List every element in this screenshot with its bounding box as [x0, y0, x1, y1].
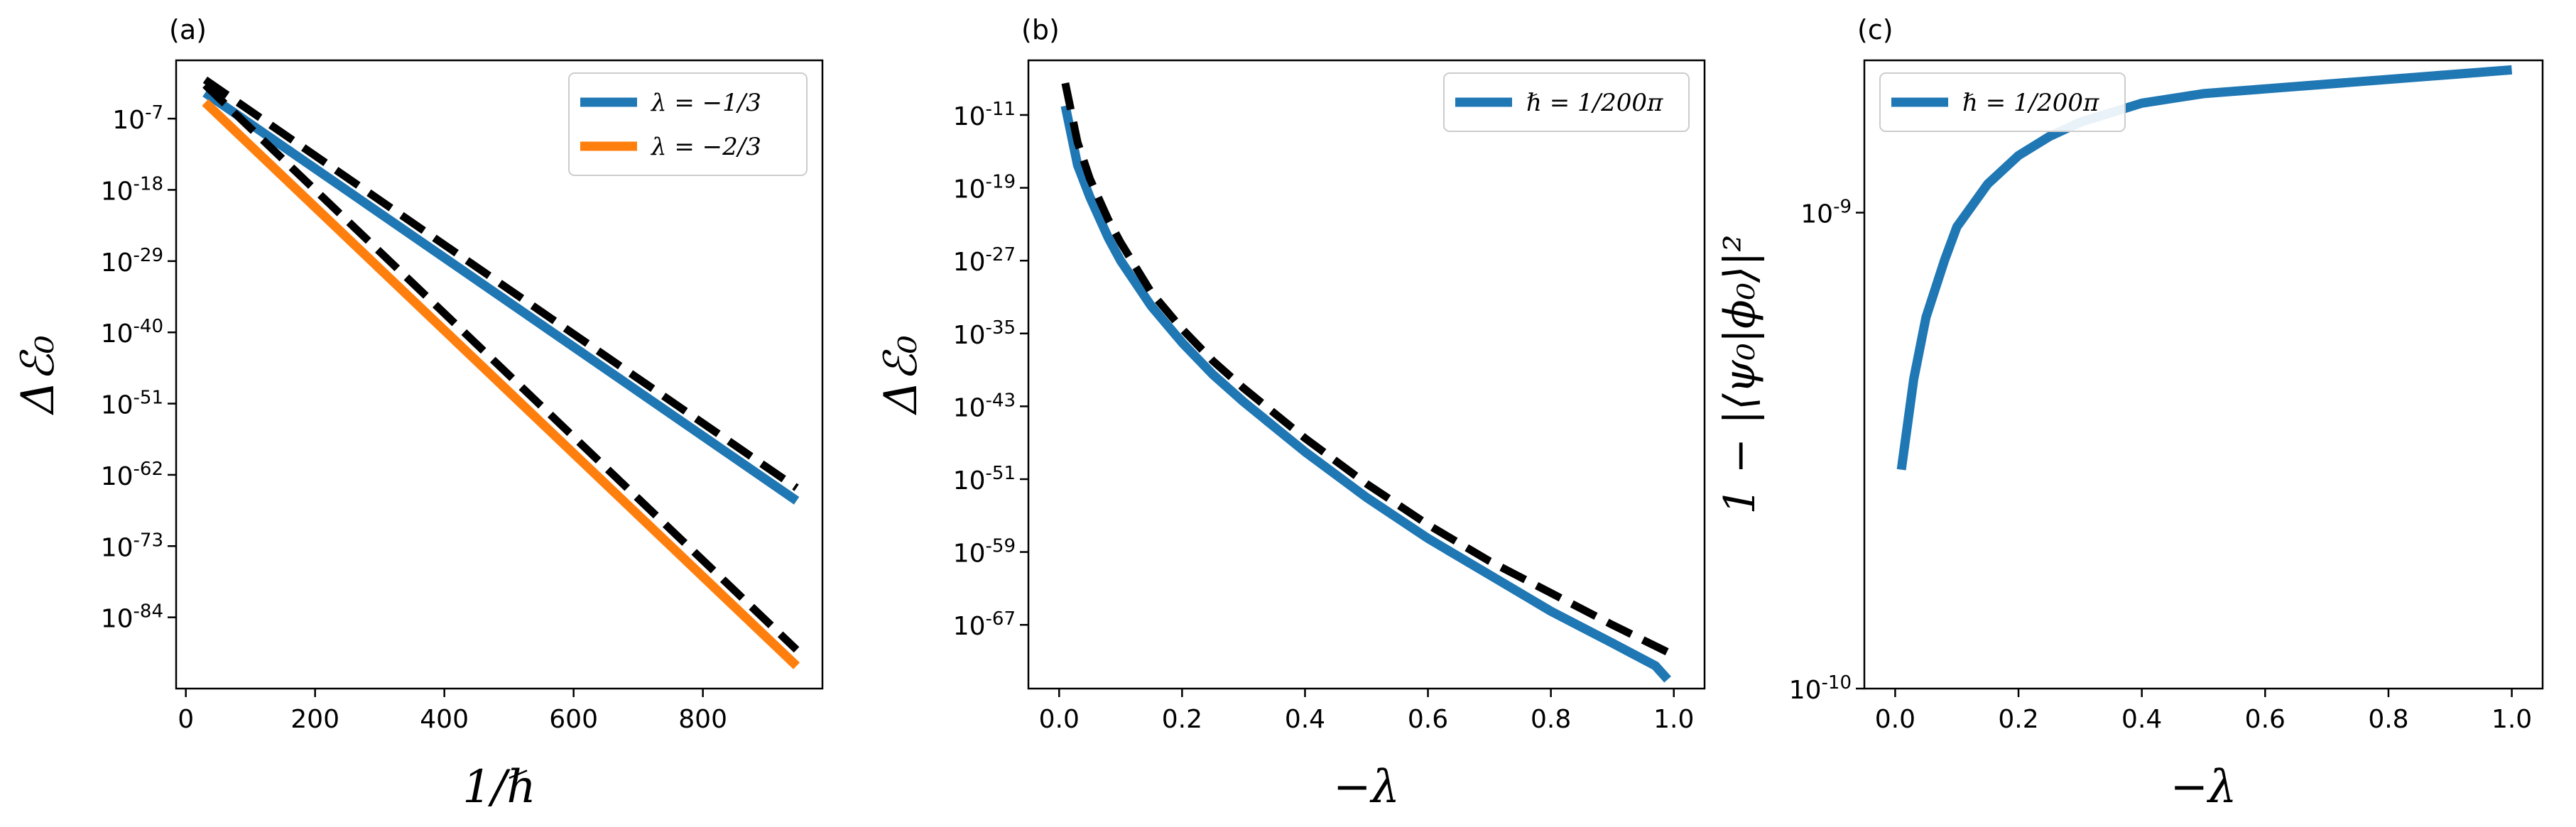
y-tick-label: 10-40: [101, 316, 163, 349]
y-tick-label: 10-51: [101, 388, 163, 420]
series-line: [202, 76, 799, 491]
y-tick-label: 10-19: [953, 172, 1016, 204]
plot-frame: [1863, 59, 2544, 690]
series-line: [202, 89, 800, 505]
y-axis-label: Δℰ₀: [875, 335, 928, 416]
y-tick-label: 10-84: [101, 601, 163, 634]
legend: ℏ = 1/200π: [1443, 72, 1690, 132]
x-tick-label: 0.8: [1531, 705, 1571, 734]
x-tick-label: 0.2: [1998, 705, 2038, 734]
x-tick-label: 1.0: [1653, 705, 1694, 734]
y-tick-label: 10-29: [101, 245, 163, 278]
x-tick-label: 0: [178, 705, 194, 734]
x-axis-label: −λ: [2170, 761, 2237, 814]
x-tick-label: 0.6: [1408, 705, 1448, 734]
legend-box: [1879, 72, 2126, 132]
x-tick-label: 800: [678, 705, 727, 734]
x-tick-label: 200: [290, 705, 339, 734]
y-axis-label: Δℰ₀: [12, 335, 65, 416]
series-line: [1061, 82, 1670, 656]
series-line: [1060, 104, 1671, 683]
legend-entry: λ = −2/3: [650, 133, 761, 161]
y-tick-label: 10-62: [101, 459, 163, 491]
y-tick-label: 10-67: [953, 608, 1016, 641]
x-tick-label: 0.4: [1285, 705, 1325, 734]
plot-frame: [1027, 59, 1706, 690]
x-tick-label: 0.8: [2368, 705, 2408, 734]
x-axis-label: 1/ℏ: [462, 761, 536, 814]
y-tick-label: 10-27: [953, 244, 1016, 277]
panel-0: (a) 0 200 400 600 800 10-7 10-18 10-29 10-40 10-51…: [12, 14, 824, 814]
panel-label: (c): [1857, 14, 1893, 45]
x-tick-label: 0.4: [2121, 705, 2162, 734]
panel-2: (c) 0.0 0.2 0.4 0.6 0.8 1.0 10-9 10-10 −λ 1 − |⟨ψ₀…: [1715, 14, 2544, 814]
y-tick-label: 10-18: [101, 173, 163, 206]
y-tick-label: 10-59: [953, 536, 1016, 569]
y-tick-label: 10-73: [101, 530, 163, 562]
x-tick-label: 400: [420, 705, 469, 734]
y-tick-label: 10-9: [1800, 197, 1852, 229]
x-tick-label: 0.0: [1875, 705, 1915, 734]
y-tick-label: 10-7: [112, 102, 163, 135]
y-tick-label: 10-11: [953, 99, 1016, 131]
legend-entry: ℏ = 1/200π: [1526, 89, 1663, 117]
y-tick-label: 10-35: [953, 317, 1016, 350]
x-tick-label: 0.2: [1162, 705, 1202, 734]
legend-box: [1443, 72, 1690, 132]
panel-label: (a): [169, 14, 207, 45]
panel-label: (b): [1021, 14, 1060, 45]
y-tick-label: 10-43: [953, 390, 1016, 422]
plot-frame: [175, 59, 824, 690]
x-tick-label: 0.0: [1039, 705, 1080, 734]
legend-entry: ℏ = 1/200π: [1962, 89, 2099, 117]
x-tick-label: 1.0: [2491, 705, 2532, 734]
y-tick-label: 10-10: [1789, 672, 1852, 705]
x-axis-label: −λ: [1333, 761, 1400, 814]
y-axis-label: 1 − |⟨ψ₀|ϕ₀⟩|²: [1715, 234, 1765, 514]
legend: ℏ = 1/200π: [1879, 72, 2126, 132]
series-line: [202, 82, 800, 653]
y-tick-label: 10-51: [953, 463, 1016, 495]
x-tick-label: 600: [549, 705, 598, 734]
legend: λ = −1/3 λ = −2/3: [568, 72, 808, 176]
x-tick-label: 0.6: [2245, 705, 2286, 734]
series-line: [202, 99, 800, 669]
panel-1: (b) 0.0 0.2 0.4 0.6 0.8 1.0 10-11 10-19 10-27 10-3…: [875, 14, 1706, 814]
legend-entry: λ = −1/3: [650, 89, 761, 117]
